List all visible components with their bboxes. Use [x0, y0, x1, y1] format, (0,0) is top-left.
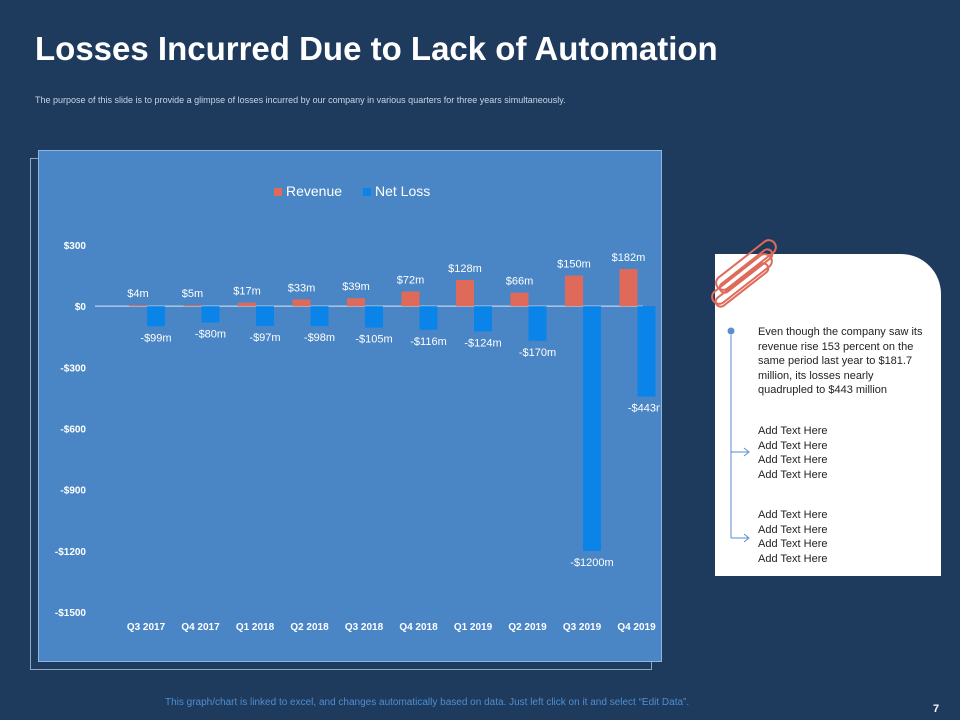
data-label-revenue: $17m [233, 286, 261, 298]
x-tick-label: Q2 2019 [508, 622, 547, 633]
data-label-net-loss: -$170m [519, 347, 556, 359]
data-label-revenue: $33m [288, 282, 316, 294]
x-tick-label: Q4 2018 [399, 622, 438, 633]
card-text-line: Add Text Here [758, 425, 828, 437]
data-label-net-loss: -$124m [464, 337, 501, 349]
y-tick-label: -$1500 [55, 608, 87, 619]
card-decoration [711, 239, 777, 543]
bar-net-loss [583, 306, 601, 551]
paperclip-icon [711, 239, 777, 308]
timeline-bullet-icon [727, 327, 735, 335]
data-label-net-loss: -$1200m [570, 557, 613, 569]
timeline-connector [727, 327, 750, 543]
x-tick-label: Q4 2019 [617, 622, 656, 633]
bar-net-loss [147, 306, 165, 327]
card-text-line: Add Text Here [758, 439, 828, 452]
legend-label-net-loss: Net Loss [375, 183, 430, 199]
x-tick-label: Q2 2018 [290, 622, 329, 633]
chart-panel[interactable] [38, 150, 662, 662]
x-tick-label: Q3 2019 [563, 622, 602, 633]
legend-swatch-net-loss [363, 188, 371, 196]
y-tick-label: -$600 [60, 425, 86, 436]
bar-revenue [510, 292, 529, 307]
bar-net-loss [637, 306, 656, 397]
data-label-revenue: $128m [448, 263, 482, 275]
x-tick-label: Q3 2017 [127, 622, 166, 633]
x-tick-label: Q1 2019 [454, 622, 493, 633]
card-text-line: Add Text Here [758, 552, 828, 565]
y-tick-label: $0 [75, 302, 87, 313]
data-label-net-loss: -$80m [195, 328, 226, 340]
data-label-net-loss: -$116m [410, 336, 446, 348]
data-label-net-loss: -$105m [355, 334, 392, 346]
card-text-line: Add Text Here [758, 538, 828, 550]
bar-net-loss [528, 306, 547, 341]
bar-revenue [619, 269, 638, 307]
bar-revenue [238, 302, 256, 307]
data-label-revenue: $66m [506, 276, 534, 288]
data-label-revenue: $5m [182, 288, 203, 300]
x-tick-label: Q1 2018 [236, 622, 275, 633]
y-tick-label: $300 [64, 241, 87, 252]
arrow-right-icon [743, 447, 750, 457]
data-label-revenue: $72m [397, 274, 425, 286]
data-label-net-loss: -$98m [304, 332, 335, 344]
footer-note: This graph/chart is linked to excel, and… [165, 697, 690, 708]
card-text-block-2: Add Text Here Add Text Here Add Text Her… [758, 508, 828, 566]
bar-net-loss [419, 306, 438, 330]
bar-net-loss [201, 306, 220, 323]
card-text-line: Add Text Here [758, 468, 828, 481]
bar-revenue [129, 305, 147, 307]
y-tick-label: -$900 [60, 486, 86, 497]
data-label-net-loss: -$99m [140, 332, 171, 344]
bar-revenue [347, 298, 365, 307]
page-number: 7 [933, 703, 940, 715]
bar-revenue [456, 280, 474, 307]
card-text-block-1: Add Text Here Add Text Here Add Text Her… [758, 424, 828, 482]
legend-swatch-revenue [274, 188, 282, 196]
y-tick-label: -$1200 [55, 547, 87, 558]
bar-revenue [292, 299, 311, 307]
legend-label-revenue: Revenue [286, 183, 342, 199]
y-tick-label: -$300 [60, 363, 86, 374]
bar-net-loss [474, 306, 492, 332]
x-tick-label: Q4 2017 [181, 622, 220, 633]
slide-subtitle: The purpose of this slide is to provide … [35, 95, 566, 105]
bar-revenue [183, 305, 202, 307]
losses-bar-chart[interactable]: $300 $0 -$300 -$600 -$900 -$1200 -$1500 Revenue… [38, 150, 660, 660]
x-tick-label: Q3 2018 [345, 622, 384, 633]
card-text-line: Add Text Here [758, 509, 828, 521]
bar-revenue [401, 291, 420, 307]
data-label-revenue: $4m [127, 288, 148, 300]
data-label-net-loss: -$97m [249, 332, 280, 344]
bar-net-loss [256, 306, 274, 326]
bar-net-loss [310, 306, 329, 327]
data-label-revenue: $150m [557, 259, 591, 271]
data-label-revenue: $182m [612, 252, 646, 264]
arrow-right-icon [743, 533, 750, 543]
bar-net-loss [365, 306, 383, 328]
card-text-line: Add Text Here [758, 454, 828, 466]
slide-title: Losses Incurred Due to Lack of Automatio… [35, 30, 718, 67]
card-main-text: Even though the company saw its revenue … [758, 326, 923, 396]
data-label-revenue: $39m [342, 281, 370, 293]
info-card [715, 254, 941, 576]
card-text-line: Add Text Here [758, 523, 828, 536]
bar-revenue [565, 275, 583, 307]
